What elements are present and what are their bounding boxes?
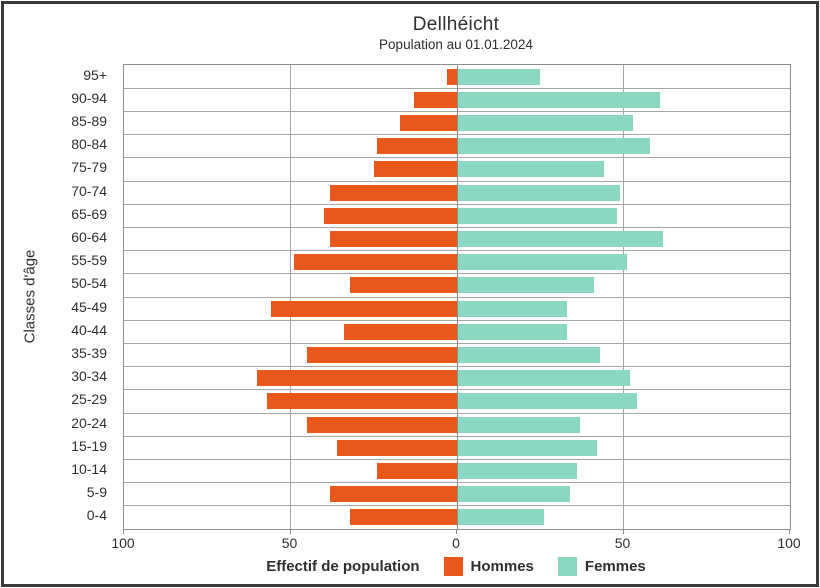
hommes-color-swatch xyxy=(443,557,463,576)
legend-label-hommes: Hommes xyxy=(470,558,534,575)
hommes-bar xyxy=(413,91,457,108)
hommes-bar xyxy=(330,231,457,247)
femmes-bar xyxy=(457,323,567,340)
femmes-bar xyxy=(457,138,651,155)
hommes-bar xyxy=(330,486,457,503)
femmes-bar xyxy=(457,184,621,201)
femmes-bar xyxy=(457,115,634,131)
femmes-bar xyxy=(457,463,577,479)
x-tick-mark xyxy=(289,529,291,534)
age-label: 80-84 xyxy=(71,136,107,153)
legend-label-femmes: Femmes xyxy=(584,558,646,575)
age-label: 95+ xyxy=(83,66,107,83)
x-tick-label: 50 xyxy=(614,535,631,551)
age-label: 25-29 xyxy=(71,391,107,408)
age-label: 60-64 xyxy=(71,229,107,245)
hommes-bar xyxy=(323,207,457,224)
x-tick-label: 100 xyxy=(777,535,801,551)
hommes-bar xyxy=(400,115,457,131)
femmes-bar xyxy=(457,347,601,363)
femmes-bar xyxy=(457,486,571,503)
age-label: 40-44 xyxy=(71,321,107,338)
femmes-bar xyxy=(457,416,581,433)
age-label: 30-34 xyxy=(71,368,107,385)
chart-title: Dellhéicht xyxy=(412,14,500,35)
y-axis-labels: 95+ 90-94 85-89 80-84 75-79 70-74 65-69 60-64 55… xyxy=(4,64,115,528)
hommes-bar xyxy=(350,509,457,526)
femmes-bar xyxy=(457,254,627,271)
legend-item-hommes: Hommes xyxy=(443,557,534,576)
femmes-bar xyxy=(457,207,617,224)
zero-gridline xyxy=(456,65,458,529)
x-tick-mark xyxy=(789,529,790,534)
x-tick-mark xyxy=(123,529,124,534)
hommes-bar xyxy=(257,370,457,387)
hommes-bar xyxy=(343,323,457,340)
hommes-bar xyxy=(307,416,457,433)
hommes-bar xyxy=(267,393,457,410)
age-label: 50-54 xyxy=(71,275,107,292)
age-label: 5-9 xyxy=(86,484,107,501)
age-label: 75-79 xyxy=(71,159,107,176)
age-label: 45-49 xyxy=(71,298,107,315)
plot-area xyxy=(123,64,791,530)
age-label: 20-24 xyxy=(71,414,107,431)
x-tick-mark xyxy=(622,529,624,534)
age-label: 55-59 xyxy=(71,252,107,269)
legend: Effectif de population Hommes Femmes xyxy=(123,557,789,576)
femmes-bar xyxy=(457,68,541,85)
chart-subtitle: Population au 01.01.2024 xyxy=(379,37,533,52)
hommes-bar xyxy=(337,439,457,456)
femmes-bar xyxy=(457,393,637,410)
femmes-bar xyxy=(457,91,661,108)
x-tick-label: 100 xyxy=(111,535,135,551)
hommes-bar xyxy=(330,184,457,201)
femmes-bar xyxy=(457,509,544,526)
hommes-bar xyxy=(373,161,457,178)
x-axis-title: Effectif de population xyxy=(266,558,420,575)
x-tick-label: 0 xyxy=(452,535,460,551)
hommes-bar xyxy=(307,347,457,363)
age-label: 35-39 xyxy=(71,345,107,361)
hommes-bar xyxy=(270,300,457,317)
vertical-gridline xyxy=(623,65,624,529)
hommes-bar xyxy=(377,463,457,479)
age-label: 65-69 xyxy=(71,205,107,222)
age-label: 0-4 xyxy=(86,507,107,524)
hommes-bar xyxy=(447,68,457,85)
femmes-bar xyxy=(457,277,594,294)
age-label: 90-94 xyxy=(71,89,107,106)
vertical-gridline xyxy=(290,65,291,529)
x-tick-label: 50 xyxy=(281,535,298,551)
femmes-color-swatch xyxy=(557,557,577,576)
femmes-bar xyxy=(457,439,597,456)
age-label: 85-89 xyxy=(71,113,107,129)
age-label: 70-74 xyxy=(71,182,107,199)
femmes-bar xyxy=(457,300,567,317)
age-label: 15-19 xyxy=(71,437,107,454)
age-label: 10-14 xyxy=(71,461,107,477)
femmes-bar xyxy=(457,231,664,247)
femmes-bar xyxy=(457,370,631,387)
hommes-bar xyxy=(293,254,457,271)
hommes-bar xyxy=(377,138,457,155)
x-tick-mark xyxy=(456,529,457,534)
legend-item-femmes: Femmes xyxy=(557,557,646,576)
hommes-bar xyxy=(350,277,457,294)
femmes-bar xyxy=(457,161,604,178)
